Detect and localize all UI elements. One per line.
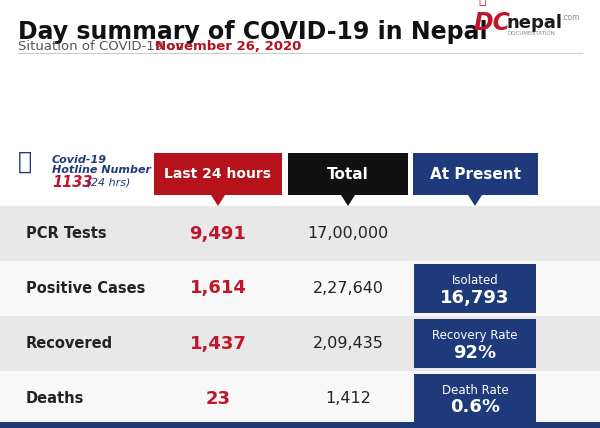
Text: PCR Tests: PCR Tests	[26, 226, 107, 241]
Text: DC: DC	[473, 11, 510, 35]
Text: Deaths: Deaths	[26, 391, 85, 406]
FancyBboxPatch shape	[414, 319, 536, 368]
Text: 📞: 📞	[18, 150, 32, 174]
Text: .com: .com	[561, 12, 580, 21]
Text: Situation of COVID-19 on: Situation of COVID-19 on	[18, 40, 188, 53]
Text: Positive Cases: Positive Cases	[26, 281, 145, 296]
Text: Isolated: Isolated	[452, 274, 499, 287]
Text: Recovery Rate: Recovery Rate	[432, 329, 518, 342]
Text: 1,437: 1,437	[190, 335, 247, 353]
Text: Hotline Number: Hotline Number	[52, 165, 151, 175]
FancyBboxPatch shape	[0, 261, 600, 316]
Text: Death Rate: Death Rate	[442, 384, 508, 397]
Text: nepal: nepal	[507, 14, 563, 32]
Polygon shape	[211, 195, 225, 206]
FancyBboxPatch shape	[154, 153, 282, 195]
Text: Recovered: Recovered	[26, 336, 113, 351]
Text: 2,09,435: 2,09,435	[313, 336, 383, 351]
FancyBboxPatch shape	[288, 153, 408, 195]
FancyBboxPatch shape	[0, 371, 600, 426]
Text: Last 24 hours: Last 24 hours	[164, 167, 271, 181]
Text: 0.6%: 0.6%	[450, 398, 500, 416]
Text: November 26, 2020: November 26, 2020	[155, 40, 301, 53]
Text: (24 hrs): (24 hrs)	[83, 177, 130, 187]
Text: Day summary of COVID-19 in Nepal: Day summary of COVID-19 in Nepal	[18, 20, 488, 44]
FancyBboxPatch shape	[0, 422, 600, 428]
FancyBboxPatch shape	[414, 264, 536, 313]
Text: 23: 23	[205, 389, 230, 407]
FancyBboxPatch shape	[413, 153, 538, 195]
Text: 🔥: 🔥	[478, 0, 486, 7]
Text: DOCUMENTATION: DOCUMENTATION	[507, 30, 555, 36]
Text: 16,793: 16,793	[440, 288, 509, 306]
Text: Total: Total	[327, 166, 369, 181]
Text: 1,412: 1,412	[325, 391, 371, 406]
Text: 92%: 92%	[454, 344, 497, 362]
Text: Covid-19: Covid-19	[52, 155, 107, 165]
Text: 2,27,640: 2,27,640	[313, 281, 383, 296]
Text: At Present: At Present	[430, 166, 521, 181]
FancyBboxPatch shape	[0, 316, 600, 371]
FancyBboxPatch shape	[414, 374, 536, 423]
Text: 1133: 1133	[52, 175, 92, 190]
Polygon shape	[468, 195, 482, 206]
FancyBboxPatch shape	[0, 206, 600, 261]
Text: 17,00,000: 17,00,000	[307, 226, 389, 241]
Text: 9,491: 9,491	[190, 225, 247, 243]
Text: 1,614: 1,614	[190, 279, 247, 297]
Polygon shape	[341, 195, 355, 206]
